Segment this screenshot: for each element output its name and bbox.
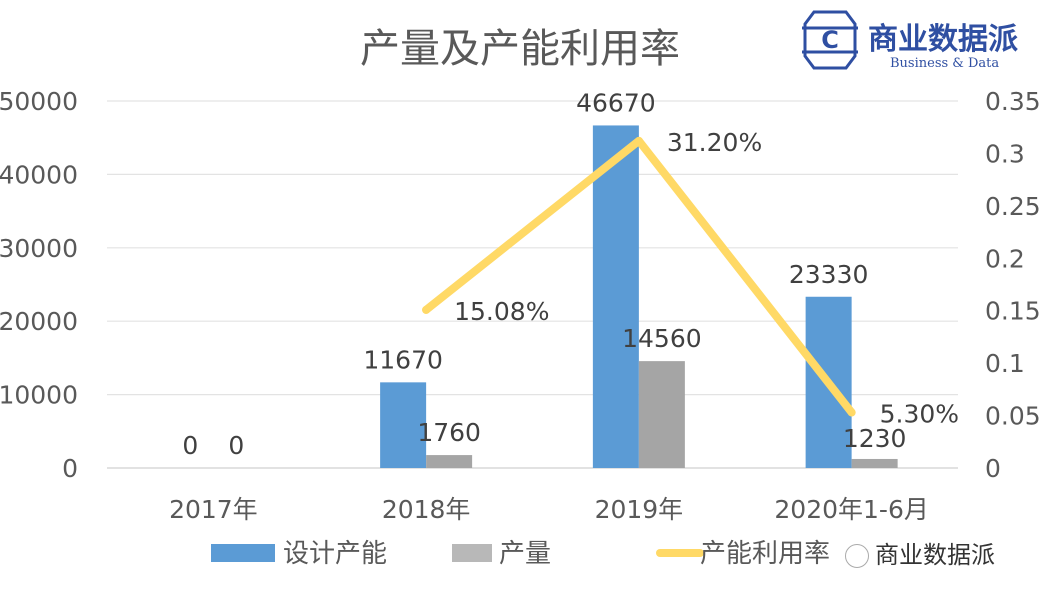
bar-capacity [380,382,427,468]
line-point [847,408,856,417]
data-label: 0 [228,431,244,460]
logo-subtitle: Business & Data [890,56,1000,71]
wechat-icon [845,544,869,568]
y-tick-label: 0 [62,454,78,483]
legend-label: 产能利用率 [700,539,830,569]
x-tick-label: 2018年 [382,495,471,524]
legend-label: 产量 [499,539,551,569]
y-tick-label: 10000 [0,381,78,410]
line-point [634,136,643,145]
bar-output [638,361,685,468]
data-label: 14560 [622,324,702,353]
logo: C 商业数据派 Business & Data [800,8,1030,73]
y2-tick-label: 0.25 [985,192,1041,221]
bar-output [851,458,898,468]
svg-text:C: C [821,26,839,54]
x-tick-label: 2019年 [595,495,684,524]
data-label: 1230 [843,424,907,453]
line-data-label: 31.20% [667,128,762,157]
line-data-label: 5.30% [880,399,959,428]
x-tick-label: 2017年 [169,495,258,524]
line-data-label: 15.08% [454,297,549,326]
y2-tick-label: 0.1 [985,349,1025,378]
y2-tick-label: 0.3 [985,139,1025,168]
data-label: 46670 [576,88,656,117]
legend-swatch-capacity [211,544,275,562]
y-tick-label: 40000 [0,160,78,189]
bar-capacity [592,125,639,468]
legend-label: 设计产能 [283,539,387,569]
y2-tick-label: 0 [985,454,1001,483]
legend-swatch-output [452,544,492,562]
y-tick-label: 20000 [0,307,78,336]
bar-output [426,455,473,468]
line-point [422,305,431,314]
y2-tick-label: 0.05 [985,402,1041,431]
logo-mark: C [802,10,858,70]
data-label: 0 [182,431,198,460]
y2-tick-label: 0.15 [985,297,1041,326]
data-label: 1760 [417,418,481,447]
y-tick-label: 50000 [0,87,78,116]
chart-title: 产量及产能利用率 [360,26,680,72]
y2-tick-label: 0.35 [985,87,1041,116]
y-tick-label: 30000 [0,234,78,263]
data-label: 23330 [789,260,869,289]
watermark-text: 商业数据派 [875,541,995,569]
logo-name: 商业数据派 [868,22,1018,57]
y2-tick-label: 0.2 [985,244,1025,273]
x-tick-label: 2020年1-6月 [774,495,928,524]
watermark: 商业数据派 [845,535,995,570]
data-label: 11670 [363,345,443,374]
